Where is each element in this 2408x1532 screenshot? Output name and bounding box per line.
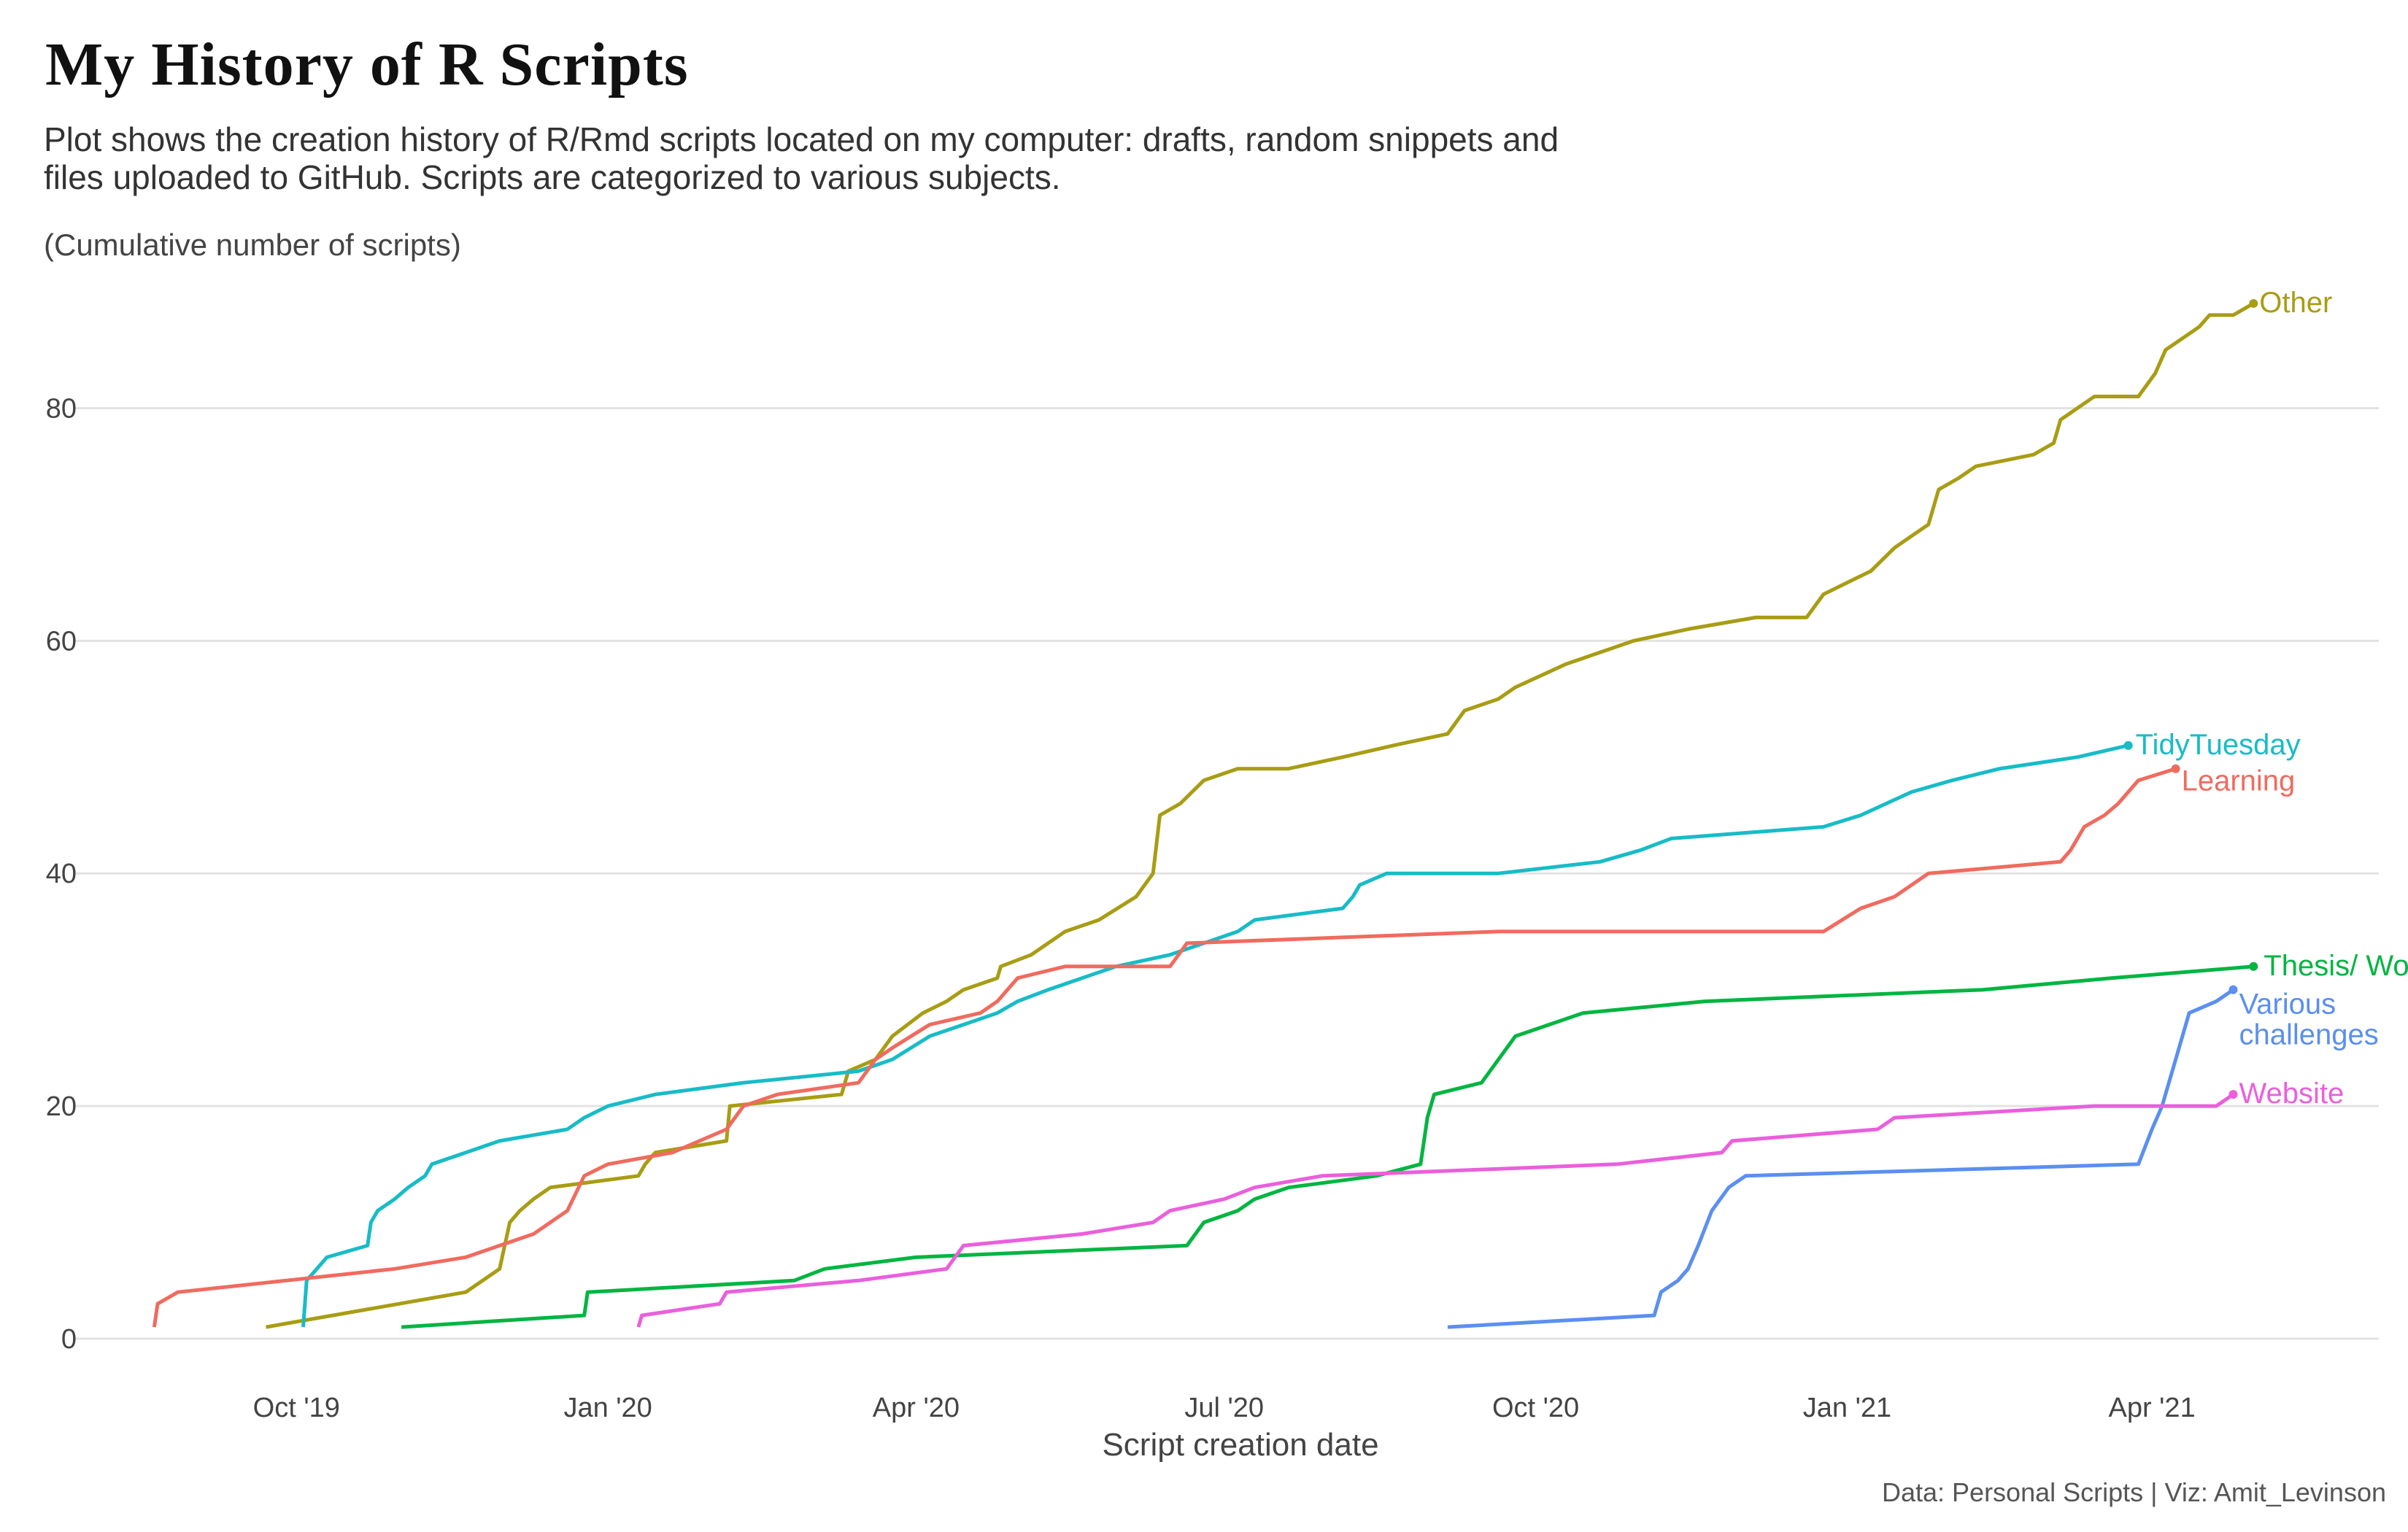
x-tick-label: Jul '20 [1184, 1393, 1264, 1423]
chart-subtitle: Plot shows the creation history of R/Rmd… [44, 120, 1559, 196]
series-end-point [2123, 740, 2133, 750]
series-end-point [2249, 298, 2258, 308]
y-tick-label: 0 [61, 1324, 77, 1355]
y-tick-label: 60 [46, 626, 77, 657]
y-tick-label: 20 [46, 1091, 77, 1122]
series-line-learning [152, 767, 2177, 1328]
series-end-point [2228, 985, 2238, 994]
x-axis-ticks: Oct '19 Jan '20 Apr '20 Jul '20 Oct '20 Jan '… [253, 1393, 2196, 1423]
series-label: Learning [2182, 765, 2296, 797]
series-lines [152, 298, 2258, 1329]
y-tick-label: 80 [46, 393, 77, 424]
series-line-website [636, 1093, 2234, 1328]
series-label: Website [2239, 1078, 2344, 1110]
chart-title: My History of R Scripts [45, 31, 689, 98]
series-label: Thesis/ Work [2264, 950, 2408, 982]
x-tick-label: Oct '20 [1492, 1393, 1579, 1423]
series-label: challenges [2239, 1019, 2378, 1051]
y-axis-title: (Cumulative number of scripts) [44, 228, 461, 262]
x-tick-label: Oct '19 [253, 1393, 340, 1423]
x-tick-label: Jan '21 [1803, 1393, 1891, 1423]
grid-lines [73, 406, 2379, 1340]
x-axis-title: Script creation date [1102, 1427, 1378, 1463]
series-line-other [266, 301, 2255, 1329]
series-line-tidytuesday [301, 743, 2129, 1328]
x-tick-label: Apr '20 [873, 1393, 960, 1423]
series-labels: Other TidyTuesday Learning Thesis/ Work Vari… [2136, 287, 2408, 1110]
series-label: TidyTuesday [2136, 729, 2301, 761]
series-end-point [2228, 1090, 2238, 1099]
series-label: Other [2259, 287, 2332, 319]
x-tick-label: Apr '21 [2108, 1393, 2195, 1423]
y-tick-label: 40 [46, 859, 77, 889]
series-end-point [2249, 962, 2258, 971]
series-line-various-challenges [1447, 988, 2234, 1329]
series-end-point [2171, 764, 2180, 773]
x-tick-label: Jan '20 [563, 1393, 652, 1423]
chart-caption: Data: Personal Scripts | Viz: Amit_Levin… [1881, 1477, 2386, 1507]
y-axis-ticks: 0 20 40 60 80 [46, 393, 77, 1355]
series-label: Various [2239, 989, 2336, 1021]
series-line-thesis-work [401, 964, 2254, 1329]
